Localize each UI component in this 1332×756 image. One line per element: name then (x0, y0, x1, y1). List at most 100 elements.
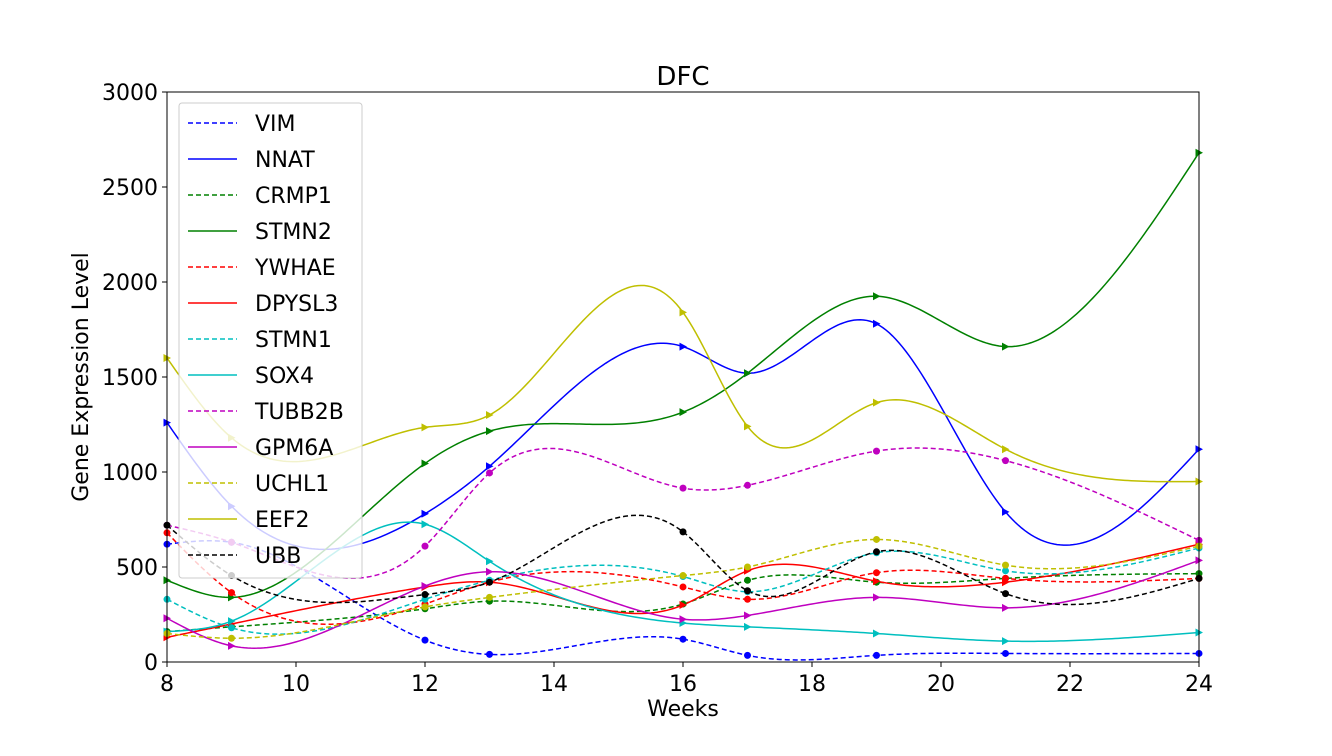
data-point-gpm6a (228, 641, 236, 650)
data-point-eef2 (679, 308, 687, 317)
data-point-stmn2 (744, 369, 752, 378)
data-point-nnat (679, 342, 687, 351)
data-point-ywhae (873, 569, 880, 577)
data-point-stmn2 (486, 427, 494, 436)
legend-label-gpm6a: GPM6A (255, 436, 333, 461)
data-point-nnat (873, 319, 881, 328)
data-point-vim (744, 651, 751, 659)
x-tick-label: 24 (1185, 672, 1213, 697)
data-point-gpm6a (1002, 603, 1010, 612)
x-axis: 8 10 12 14 16 18 20 22 24 (160, 662, 1213, 697)
series-line-ubb (167, 514, 1199, 606)
data-point-tubb2b (486, 469, 493, 477)
data-point-ubb (679, 528, 687, 536)
data-point-sox4 (421, 520, 429, 529)
legend-label-ubb: UBB (255, 544, 301, 569)
legend-label-ywhae: YWHAE (254, 256, 336, 281)
x-axis-title: Weeks (647, 697, 719, 722)
data-point-uchl1 (486, 593, 493, 601)
data-point-dpysl3 (1002, 578, 1010, 587)
data-point-vim (421, 636, 429, 644)
legend-label-dpysl3: DPYSL3 (255, 292, 338, 317)
data-point-eef2 (486, 411, 494, 419)
data-point-stmn2 (679, 408, 687, 417)
legend-frame (178, 102, 363, 579)
y-tick-label: 1500 (102, 366, 158, 391)
data-point-gpm6a (744, 611, 752, 620)
legend-label-nnat: NNAT (255, 148, 315, 173)
data-point-nnat (421, 509, 429, 518)
series-line-crmp1 (167, 572, 1199, 633)
data-point-tubb2b (873, 447, 880, 455)
x-tick-label: 20 (927, 672, 955, 697)
data-point-eef2 (873, 398, 881, 407)
chart-title: DFC (656, 62, 709, 92)
series-line-vim (167, 540, 1199, 661)
data-point-stmn2 (873, 292, 881, 301)
y-tick-label: 2500 (102, 176, 158, 201)
data-point-eef2 (1002, 445, 1010, 454)
data-point-uchl1 (1002, 561, 1009, 569)
data-point-eef2 (744, 422, 752, 431)
data-point-tubb2b (1002, 457, 1009, 465)
data-point-tubb2b (744, 481, 751, 489)
data-point-tubb2b (421, 542, 429, 550)
legend-label-stmn2: STMN2 (255, 220, 332, 245)
data-point-vim (1002, 649, 1009, 657)
data-point-sox4 (873, 629, 881, 638)
y-tick-label: 500 (116, 556, 158, 581)
data-point-dpysl3 (679, 601, 687, 609)
data-point-stmn1 (228, 624, 235, 632)
data-point-vim (486, 650, 493, 658)
legend-label-tubb2b: TUBB2B (254, 400, 344, 425)
data-point-sox4 (744, 622, 752, 631)
data-point-uchl1 (744, 563, 751, 571)
data-point-ubb (873, 548, 880, 556)
y-tick-label: 0 (144, 651, 158, 676)
data-point-uchl1 (679, 572, 687, 580)
y-tick-label: 2000 (102, 271, 158, 296)
data-point-stmn1 (1002, 567, 1009, 575)
x-tick-label: 14 (540, 672, 568, 697)
x-tick-label: 18 (798, 672, 826, 697)
data-point-gpm6a (421, 582, 429, 590)
legend-label-eef2: EEF2 (255, 508, 309, 533)
data-point-sox4 (486, 557, 494, 566)
data-point-crmp1 (744, 576, 751, 584)
legend: VIM NNAT CRMP1 STMN2 YWHAE DPYSL3 STMN1 SOX4 TUB… (178, 102, 363, 579)
data-point-ywhae (744, 595, 751, 603)
data-point-stmn2 (421, 459, 429, 468)
data-point-ubb (1002, 590, 1009, 598)
data-point-ubb (486, 578, 493, 586)
x-tick-label: 12 (411, 672, 439, 697)
data-point-sox4 (228, 617, 236, 626)
legend-label-sox4: SOX4 (255, 364, 314, 389)
data-point-ubb (421, 591, 429, 599)
data-point-uchl1 (228, 634, 235, 642)
y-tick-label: 1000 (102, 461, 158, 486)
data-point-vim (679, 635, 687, 643)
x-tick-label: 22 (1056, 672, 1084, 697)
data-point-gpm6a (873, 593, 881, 602)
y-axis: 0 500 1000 1500 2000 2500 3000 (102, 81, 167, 676)
legend-label-uchl1: UCHL1 (255, 472, 329, 497)
data-point-gpm6a (486, 567, 494, 576)
x-tick-label: 10 (282, 672, 310, 697)
data-point-nnat (486, 462, 494, 471)
data-point-nnat (1002, 507, 1010, 516)
data-point-gpm6a (679, 615, 687, 624)
y-axis-title: Gene Expression Level (69, 252, 94, 502)
x-tick-label: 8 (160, 672, 174, 697)
legend-label-vim: VIM (255, 112, 296, 137)
data-point-sox4 (1002, 637, 1010, 646)
data-point-vim (873, 651, 880, 659)
data-point-dpysl3 (873, 577, 881, 586)
data-point-stmn2 (1002, 342, 1010, 351)
data-point-eef2 (421, 423, 429, 432)
data-point-uchl1 (421, 603, 429, 611)
data-point-uchl1 (873, 535, 880, 543)
data-point-ywhae (228, 589, 235, 597)
x-tick-label: 16 (669, 672, 697, 697)
legend-label-stmn1: STMN1 (255, 328, 332, 353)
data-point-ywhae (679, 583, 687, 591)
